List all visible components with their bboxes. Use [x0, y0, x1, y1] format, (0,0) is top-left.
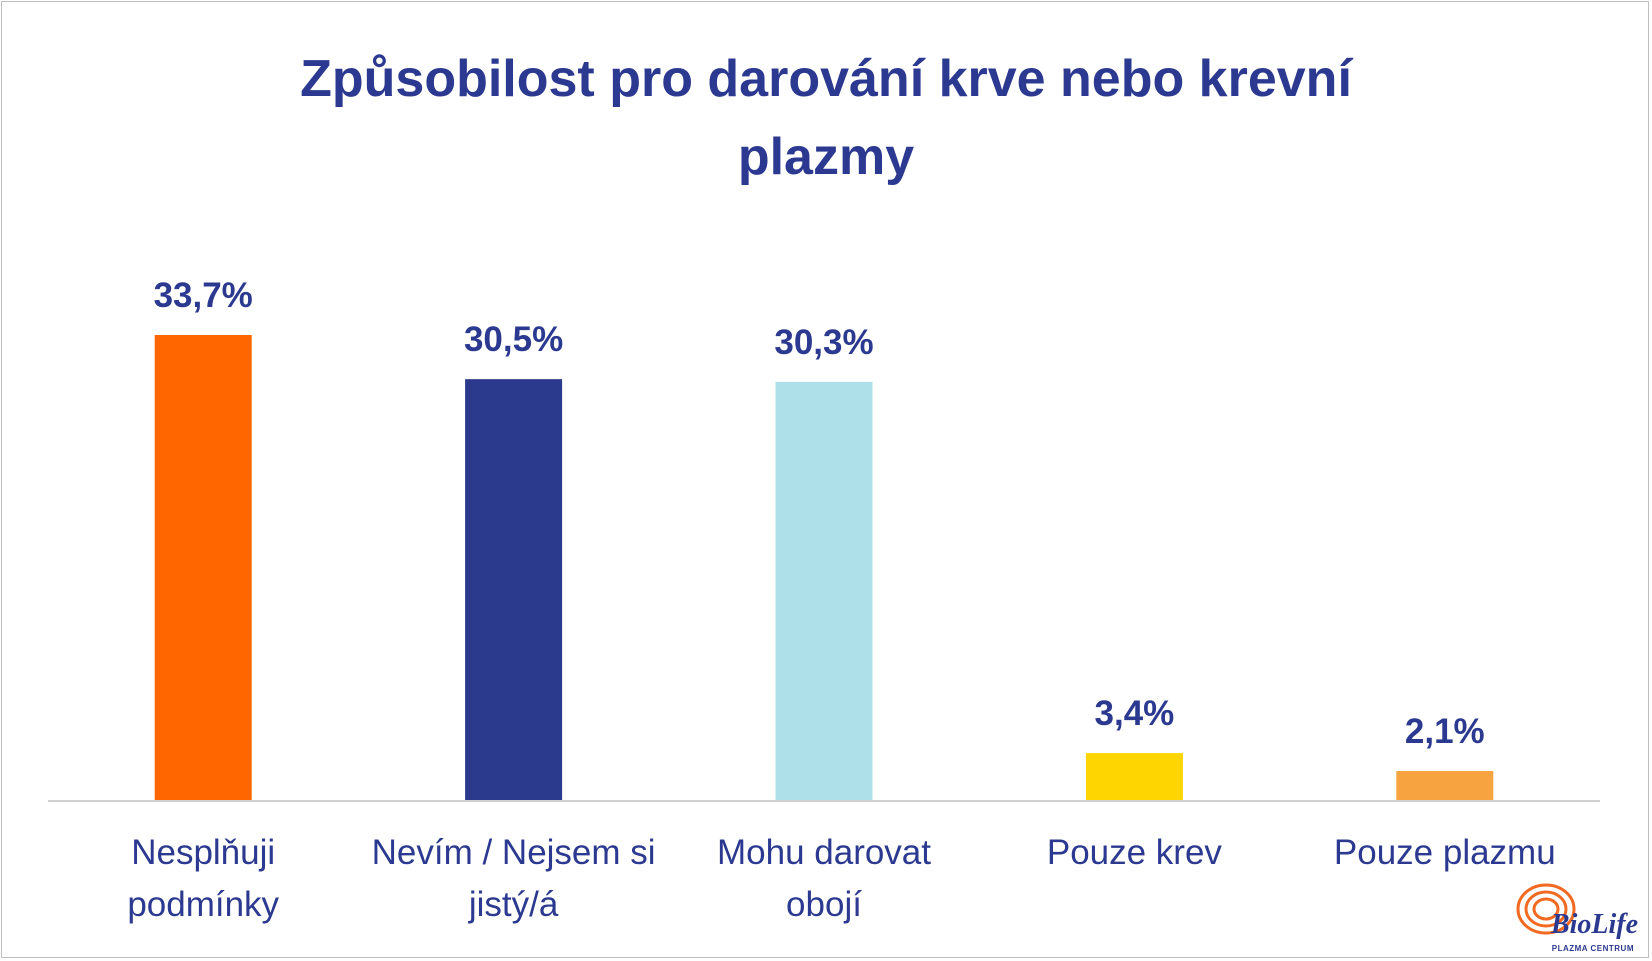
category-label-3-line-2: obojí — [786, 885, 862, 924]
logo-subtitle: PLAZMA CENTRUM — [1551, 944, 1634, 953]
category-label-4: Pouze krev — [974, 827, 1294, 879]
data-label-2: 30,5% — [464, 320, 563, 359]
bar-2 — [465, 379, 563, 800]
chart-title-line-2: plazmy — [737, 128, 915, 186]
logo-name: BioLife — [1550, 909, 1638, 940]
data-label-5: 2,1% — [1405, 712, 1485, 751]
bar-4 — [1085, 753, 1183, 800]
category-label-4-line-1: Pouze krev — [1046, 833, 1222, 872]
category-label-1-line-2: podmínky — [127, 885, 280, 924]
category-label-1-line-1: Nesplňuji — [131, 833, 276, 872]
bar-1 — [154, 335, 252, 800]
bar-5 — [1396, 771, 1494, 800]
category-label-2-line-2: jistý/á — [468, 885, 559, 924]
category-label-1: Nesplňuji podmínky — [43, 827, 363, 931]
category-label-5-line-1: Pouze plazmu — [1333, 833, 1556, 872]
chart-title-line-1: Způsobilost pro darování krve nebo krevn… — [300, 50, 1352, 108]
category-label-2: Nevím / Nejsem si jistý/á — [354, 827, 674, 931]
category-label-5: Pouze plazmu — [1285, 827, 1605, 879]
chart-title: Způsobilost pro darování krve nebo krevn… — [0, 40, 1652, 196]
data-label-1: 33,7% — [154, 276, 253, 315]
category-label-3-line-1: Mohu darovat — [716, 833, 932, 872]
data-label-4: 3,4% — [1095, 694, 1175, 733]
category-label-2-line-1: Nevím / Nejsem si — [371, 833, 656, 872]
bar-3 — [775, 381, 873, 800]
biolife-logo-icon — [1516, 883, 1576, 935]
category-label-3: Mohu darovat obojí — [664, 827, 984, 931]
data-label-3: 30,3% — [774, 323, 873, 362]
